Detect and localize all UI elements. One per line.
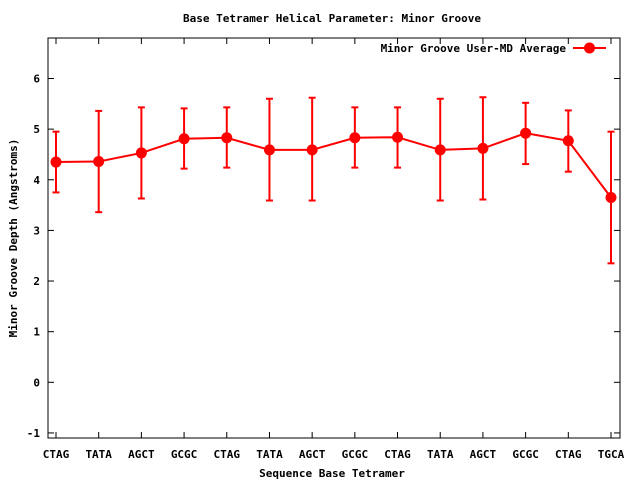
x-tick-label: CTAG — [555, 448, 582, 461]
x-tick-label: CTAG — [384, 448, 411, 461]
y-tick-label: 3 — [33, 224, 40, 237]
x-tick-label: TATA — [85, 448, 112, 461]
data-point — [135, 147, 147, 159]
x-tick-label: GCGC — [342, 448, 369, 461]
y-tick-label: -1 — [27, 427, 41, 440]
x-axis-label: Sequence Base Tetramer — [259, 467, 405, 480]
data-point — [434, 144, 446, 156]
data-point — [562, 135, 574, 147]
x-tick-label: TGCA — [598, 448, 625, 461]
y-tick-label: 4 — [33, 174, 40, 187]
legend-label: Minor Groove User-MD Average — [381, 42, 567, 55]
y-tick-label: 1 — [33, 326, 40, 339]
data-point — [178, 133, 190, 145]
x-tick-label: AGCT — [299, 448, 326, 461]
x-tick-label: AGCT — [470, 448, 497, 461]
x-tick-label: GCGC — [512, 448, 539, 461]
data-point — [263, 144, 275, 156]
y-tick-label: 5 — [33, 123, 40, 136]
data-point — [93, 156, 105, 168]
plot-area-frame — [47, 37, 621, 439]
y-axis: -1 0 1 2 3 4 5 6 — [27, 73, 620, 440]
x-axis: CTAG TATA AGCT GCGC CTAG TATA AGCT GCGC CTAG TATA… — [43, 38, 625, 461]
x-tick-label: AGCT — [128, 448, 155, 461]
legend: Minor Groove User-MD Average — [381, 42, 606, 55]
data-point — [349, 132, 361, 144]
chart-title: Base Tetramer Helical Parameter: Minor G… — [183, 12, 481, 25]
data-point — [50, 156, 62, 168]
y-tick-label: 2 — [33, 275, 40, 288]
x-tick-label: CTAG — [214, 448, 241, 461]
data-point — [605, 191, 617, 203]
data-point — [392, 131, 404, 143]
y-axis-label: Minor Groove Depth (Angstroms) — [7, 139, 20, 338]
data-point — [520, 127, 532, 139]
y-tick-label: 6 — [33, 73, 40, 86]
y-tick-label: 0 — [33, 376, 40, 389]
x-tick-label: CTAG — [43, 448, 70, 461]
data-point — [221, 132, 233, 144]
data-point — [477, 142, 489, 154]
x-tick-label: GCGC — [171, 448, 198, 461]
data-point — [306, 144, 318, 156]
series-layer — [50, 96, 617, 265]
x-tick-label: TATA — [427, 448, 454, 461]
legend-marker — [584, 42, 595, 54]
series-line — [55, 132, 612, 199]
x-tick-label: TATA — [256, 448, 283, 461]
